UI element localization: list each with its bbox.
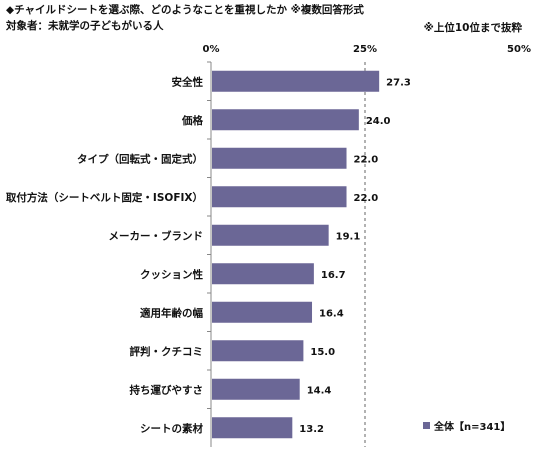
value-label: 16.4 — [319, 308, 344, 319]
legend-label: 全体【n=341】 — [434, 422, 511, 433]
bar — [212, 340, 304, 362]
bar — [212, 378, 300, 400]
category-label: 評判・クチコミ — [130, 345, 204, 358]
bar — [212, 417, 293, 439]
category-label: 取付方法（シートベルト固定・ISOFIX） — [6, 191, 203, 204]
value-label: 27.3 — [386, 77, 411, 88]
bar — [212, 147, 347, 169]
category-label: 価格 — [181, 114, 203, 127]
value-label: 14.4 — [307, 385, 332, 396]
bar — [212, 301, 313, 323]
value-label: 22.0 — [354, 154, 379, 165]
value-label: 16.7 — [321, 270, 346, 281]
chart-note: ※上位10位まで抜粋 — [423, 22, 522, 34]
x-tick-label: 0% — [203, 44, 220, 55]
bar — [212, 263, 314, 285]
bar — [212, 109, 359, 131]
category-label: 適用年齢の幅 — [140, 306, 203, 319]
bar — [212, 70, 380, 92]
chart-legend: 全体【n=341】 — [423, 418, 510, 433]
legend-swatch — [423, 422, 430, 429]
value-label: 24.0 — [366, 116, 391, 127]
category-label: メーカー・ブランド — [109, 229, 204, 242]
x-tick-label: 50% — [507, 44, 531, 55]
value-label: 19.1 — [336, 231, 361, 242]
bar — [212, 186, 347, 208]
value-label: 15.0 — [310, 347, 335, 358]
chart-subtitle: 対象者：未就学の子どもがいる人 — [6, 20, 164, 32]
category-label: タイプ（回転式・固定式） — [77, 152, 203, 165]
category-label: クッション性 — [140, 268, 203, 281]
category-label: シートの素材 — [140, 422, 203, 435]
chart-title: ◆チャイルドシートを選ぶ際、どのようなことを重視したか ※複数回答形式 — [6, 4, 364, 16]
category-label: 安全性 — [172, 75, 204, 88]
value-label: 22.0 — [354, 193, 379, 204]
x-tick-label: 25% — [353, 44, 377, 55]
bar — [212, 224, 329, 246]
value-label: 13.2 — [299, 424, 324, 435]
category-label: 持ち運びやすさ — [130, 383, 204, 396]
